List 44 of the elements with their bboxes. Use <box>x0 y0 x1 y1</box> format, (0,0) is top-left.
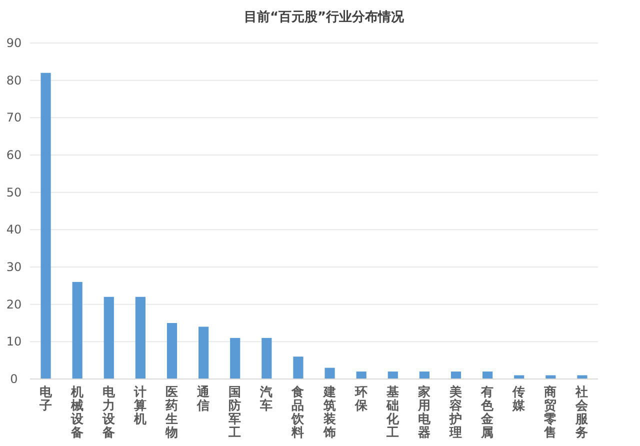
y-tick-label: 30 <box>6 260 22 274</box>
bar <box>450 372 462 379</box>
x-tick-label: 环保 <box>354 384 369 412</box>
y-tick-label: 0 <box>10 372 18 386</box>
y-tick-label: 70 <box>6 110 22 125</box>
bar <box>419 372 430 379</box>
x-tick-label: 计算机 <box>132 384 147 426</box>
x-tick-label: 电力设备 <box>101 384 116 440</box>
bar <box>72 282 82 379</box>
x-tick-label: 医药生物 <box>164 384 178 440</box>
bar <box>135 296 146 379</box>
x-tick-label: 美容护理 <box>448 384 462 440</box>
bar <box>388 372 398 379</box>
x-tick-label: 电子 <box>38 384 54 412</box>
x-tick-label: 通信 <box>196 384 210 412</box>
x-tick-label: 国防军工 <box>228 384 242 440</box>
bar <box>166 323 178 379</box>
x-tick-label: 基础化工 <box>385 384 400 440</box>
x-tick-label: 机械设备 <box>70 384 85 440</box>
chart-title: 目前“百元股”行业分布情况 <box>244 10 406 25</box>
y-tick-label: 10 <box>6 334 22 349</box>
y-tick-label: 20 <box>6 297 22 312</box>
bar <box>104 296 114 379</box>
bar <box>293 356 304 379</box>
y-tick-label: 90 <box>6 36 22 50</box>
bar <box>198 326 209 379</box>
x-tick-label: 食品饮料 <box>290 384 306 440</box>
bar <box>482 372 493 379</box>
y-tick-label: 80 <box>6 73 22 88</box>
y-tick-label: 50 <box>6 185 22 200</box>
x-tick-label: 家用电器 <box>416 384 432 440</box>
y-tick-label: 60 <box>6 148 22 162</box>
bar <box>356 372 366 379</box>
y-tick-label: 40 <box>6 222 22 237</box>
x-tick-label: 有色金属 <box>480 384 496 440</box>
bar <box>262 338 272 379</box>
bar <box>230 338 240 379</box>
bar <box>324 368 335 379</box>
x-tick-label: 社会服务 <box>574 384 590 440</box>
bar <box>40 72 51 379</box>
x-tick-label: 建筑装饰 <box>322 384 336 440</box>
x-tick-label: 传媒 <box>512 384 527 412</box>
x-tick-label: 汽车 <box>259 384 274 412</box>
x-tick-label: 商贸零售 <box>543 384 558 440</box>
